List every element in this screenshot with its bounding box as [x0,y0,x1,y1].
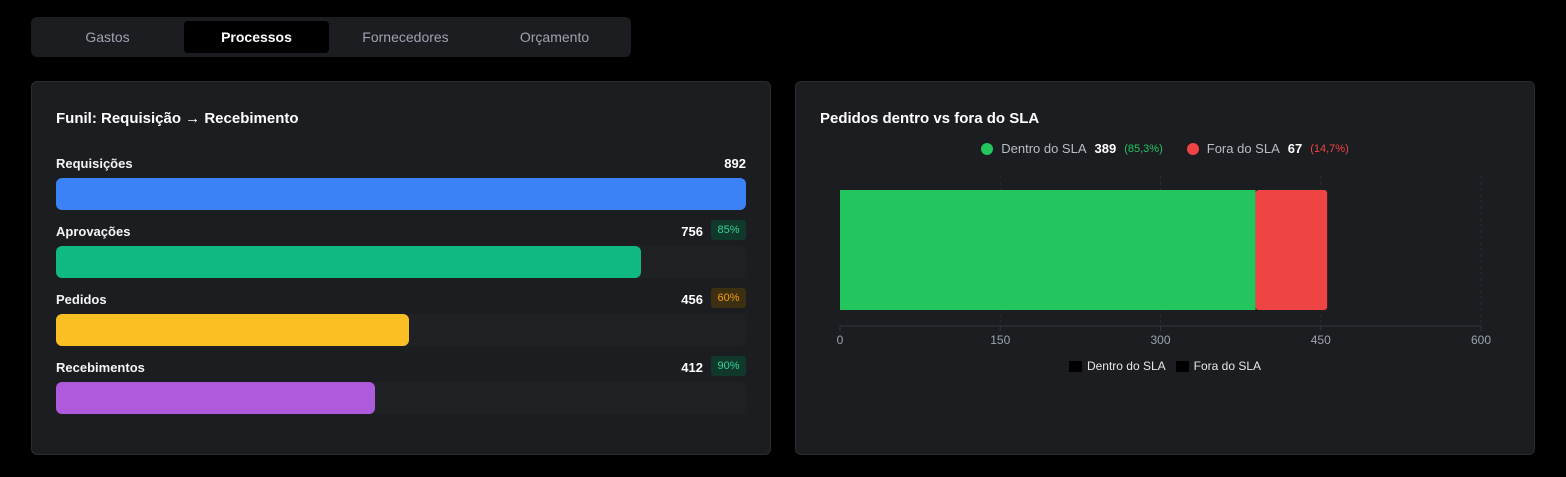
funnel-row: Recebimentos 412 90% [56,356,746,422]
tab-processos[interactable]: Processos [184,21,329,53]
chart-legend-label: Fora do SLA [1193,359,1262,373]
funnel-bar-track [56,246,746,278]
chart-legend: Dentro do SLA Fora do SLA [796,359,1534,373]
funnel-bar-track [56,314,746,346]
funnel-stage-label: Pedidos [56,292,107,307]
legend-percent: (14,7%) [1310,142,1349,155]
legend-swatch [1175,360,1189,372]
sla-bar-outside[interactable] [1255,190,1328,310]
funnel-bar-track [56,178,746,210]
x-tick-label: 450 [1311,333,1331,347]
funnel-bar[interactable] [56,382,375,414]
chart-legend-item-outside[interactable]: Fora do SLA [1175,359,1262,373]
legend-item-outside-sla[interactable]: Fora do SLA 67 (14,7%) [1186,141,1349,156]
funnel-row: Pedidos 456 60% [56,288,746,354]
funnel-card: Funil: Requisição → Recebimento Requisiç… [31,81,771,455]
funnel-stage-label: Recebimentos [56,360,145,375]
conversion-badge: 85% [711,220,746,240]
funnel-row: Aprovações 756 85% [56,220,746,286]
legend-percent: (85,3%) [1124,142,1163,155]
legend-item-inside-sla[interactable]: Dentro do SLA 389 (85,3%) [981,141,1163,156]
red-dot-icon [1186,142,1199,155]
sla-bar-cap [840,190,844,310]
sla-summary-legend: Dentro do SLA 389 (85,3%) Fora do SLA 67… [796,141,1534,156]
x-tick-label: 150 [990,333,1010,347]
tab-orcamento[interactable]: Orçamento [519,29,590,45]
sla-title: Pedidos dentro vs fora do SLA [820,110,1040,127]
x-tick-label: 600 [1471,333,1491,347]
legend-swatch [1068,360,1082,372]
green-dot-icon [981,142,994,155]
x-tick-label: 300 [1150,333,1170,347]
funnel-bar[interactable] [56,178,746,210]
funnel-stage-label: Aprovações [56,224,131,239]
tab-gastos[interactable]: Gastos [85,29,130,45]
sla-card: Pedidos dentro vs fora do SLA Dentro do … [795,81,1535,455]
x-tick-label: 0 [837,333,844,347]
sla-bar-inside[interactable] [840,190,1256,310]
funnel-bar-track [56,382,746,414]
legend-value: 67 [1287,141,1303,156]
conversion-badge: 90% [711,356,746,376]
funnel-bar[interactable] [56,246,641,278]
funnel-stage-value: 456 [681,292,703,307]
funnel-stage-value: 892 [724,156,746,171]
funnel-bar[interactable] [56,314,409,346]
sla-stacked-bar-chart: 0 150 300 450 600 [837,176,1491,347]
funnel-title: Funil: Requisição → Recebimento [56,110,299,127]
legend-label: Dentro do SLA [1001,141,1087,156]
legend-label: Fora do SLA [1206,141,1280,156]
legend-value: 389 [1094,141,1117,156]
funnel-row: Requisições 892 [56,156,746,218]
funnel-stage-value: 756 [681,224,703,239]
chart-legend-item-inside[interactable]: Dentro do SLA [1068,359,1166,373]
funnel-stage-label: Requisições [56,156,133,171]
chart-legend-label: Dentro do SLA [1086,359,1166,373]
tab-bar: Gastos Processos Fornecedores Orçamento [31,17,631,57]
conversion-badge: 60% [711,288,746,308]
funnel-stage-value: 412 [681,360,703,375]
tab-fornecedores[interactable]: Fornecedores [362,29,449,45]
